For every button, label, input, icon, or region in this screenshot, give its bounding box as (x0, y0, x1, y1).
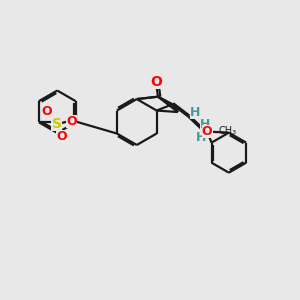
Text: H: H (200, 118, 211, 131)
Text: O: O (42, 105, 52, 118)
Text: O: O (202, 125, 212, 138)
Text: H: H (190, 106, 200, 119)
Text: H: H (196, 131, 206, 144)
Text: O: O (151, 75, 162, 89)
Text: O: O (67, 115, 77, 128)
Text: O: O (56, 130, 67, 143)
Text: S: S (52, 117, 61, 131)
Text: CH₃: CH₃ (218, 126, 236, 136)
